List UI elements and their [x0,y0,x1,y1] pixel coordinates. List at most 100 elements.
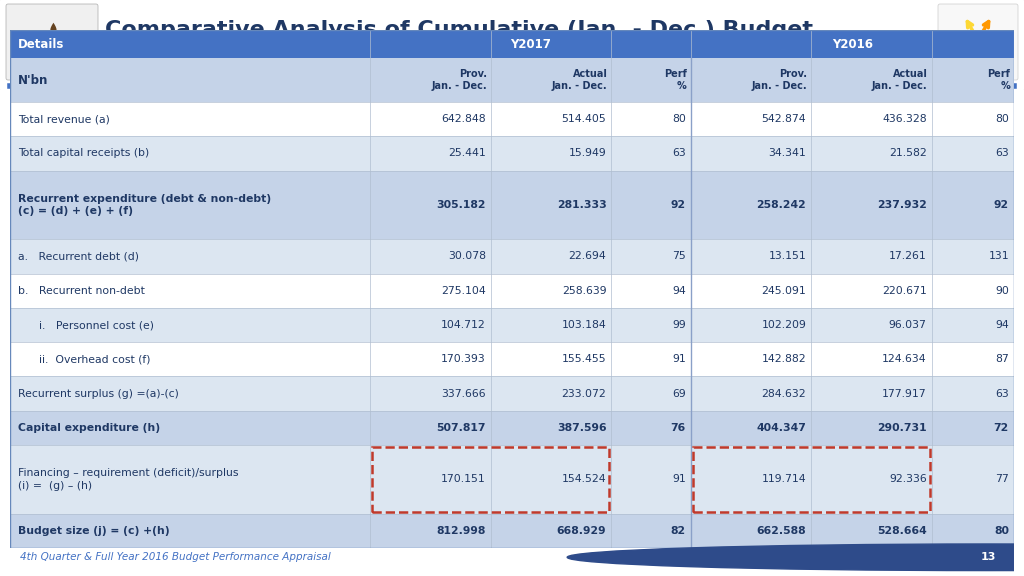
Text: 514.405: 514.405 [561,114,606,124]
Text: 17.261: 17.261 [889,251,927,262]
Text: 22.694: 22.694 [568,251,606,262]
Bar [10,170,1014,239]
FancyBboxPatch shape [938,4,1018,80]
Text: 99: 99 [672,320,686,330]
Text: Y2016: Y2016 [831,37,872,51]
Bar [691,30,1014,58]
Text: 102.209: 102.209 [761,320,806,330]
Text: Details: Details [18,37,65,51]
Text: Recurrent surplus (g) =(a)-(c): Recurrent surplus (g) =(a)-(c) [18,389,179,399]
Text: 96.037: 96.037 [889,320,927,330]
Circle shape [567,544,1024,571]
Text: 92.336: 92.336 [889,475,927,484]
Text: 233.072: 233.072 [561,389,606,399]
Text: Prov.
Jan. - Dec.: Prov. Jan. - Dec. [431,69,486,91]
Text: Y2017: Y2017 [510,37,551,51]
Text: 92: 92 [671,200,686,210]
Text: 281.333: 281.333 [557,200,606,210]
Text: 30.078: 30.078 [447,251,486,262]
Bar [10,137,1014,170]
Text: 131: 131 [988,251,1009,262]
Text: 72: 72 [993,423,1009,433]
Text: 124.634: 124.634 [882,354,927,364]
Text: 104.712: 104.712 [441,320,486,330]
Text: 119.714: 119.714 [762,475,806,484]
Text: 76: 76 [671,423,686,433]
Text: 290.731: 290.731 [877,423,927,433]
Text: 77: 77 [995,475,1009,484]
FancyBboxPatch shape [0,0,1024,91]
Text: Total revenue (a): Total revenue (a) [18,114,110,124]
Bar [10,342,1014,377]
Text: 237.932: 237.932 [877,200,927,210]
Bar [10,274,1014,308]
Text: 258.242: 258.242 [757,200,806,210]
Text: 436.328: 436.328 [882,114,927,124]
Text: 91: 91 [672,354,686,364]
Text: 170.393: 170.393 [441,354,486,364]
Text: 154.524: 154.524 [562,475,606,484]
Text: 13.151: 13.151 [768,251,806,262]
Text: 94: 94 [995,320,1009,330]
Text: 642.848: 642.848 [441,114,486,124]
Text: 21.582: 21.582 [889,149,927,158]
Bar [10,445,1014,514]
Text: 15.949: 15.949 [568,149,606,158]
Bar [371,30,691,58]
Text: 82: 82 [671,526,686,536]
Text: 103.184: 103.184 [561,320,606,330]
Text: 404.347: 404.347 [757,423,806,433]
Text: Total capital receipts (b): Total capital receipts (b) [18,149,150,158]
Bar [10,514,1014,548]
Text: 69: 69 [672,389,686,399]
Text: a.   Recurrent debt (d): a. Recurrent debt (d) [18,251,139,262]
Bar [10,102,1014,137]
Text: 177.917: 177.917 [882,389,927,399]
Text: 528.664: 528.664 [877,526,927,536]
Text: 87: 87 [995,354,1009,364]
Text: 542.874: 542.874 [762,114,806,124]
Text: Actual
Jan. - Dec.: Actual Jan. - Dec. [872,69,928,91]
Text: Financing – requirement (deficit)/surplus
(i) =  (g) – (h): Financing – requirement (deficit)/surplu… [18,468,239,491]
Text: 63: 63 [995,389,1009,399]
Bar [692,447,930,511]
Text: Comparative Analysis of Cumulative (Jan. - Dec.) Budget: Comparative Analysis of Cumulative (Jan.… [105,20,813,40]
Bar [10,308,1014,342]
Text: 662.588: 662.588 [757,526,806,536]
Bar [10,239,1014,274]
Text: 80: 80 [995,114,1009,124]
Bar [10,411,1014,445]
Text: 275.104: 275.104 [441,286,486,295]
FancyBboxPatch shape [6,4,98,80]
Text: 4th Quarter & Full Year 2016 Budget Performance Appraisal: 4th Quarter & Full Year 2016 Budget Perf… [20,552,331,562]
Text: 220.671: 220.671 [882,286,927,295]
Bar [373,447,609,511]
Text: b.   Recurrent non-debt: b. Recurrent non-debt [18,286,145,295]
Text: 94: 94 [672,286,686,295]
Text: 80: 80 [672,114,686,124]
Text: Perf
%: Perf % [664,69,687,91]
Text: 91: 91 [672,475,686,484]
Text: Perf
%: Perf % [987,69,1010,91]
Text: 387.596: 387.596 [557,423,606,433]
Text: 63: 63 [672,149,686,158]
Text: 34.341: 34.341 [768,149,806,158]
Text: 75: 75 [672,251,686,262]
Text: i.   Personnel cost (e): i. Personnel cost (e) [18,320,154,330]
Bar [10,30,371,58]
Text: 63: 63 [995,149,1009,158]
Bar [10,58,1014,102]
Bar [10,377,1014,411]
Text: 13: 13 [981,552,996,562]
Text: 337.666: 337.666 [441,389,486,399]
Text: 668.929: 668.929 [557,526,606,536]
Text: Capital expenditure (h): Capital expenditure (h) [18,423,160,433]
Text: 507.817: 507.817 [436,423,486,433]
Text: Recurrent expenditure (debt & non-debt)
(c) = (d) + (e) + (f): Recurrent expenditure (debt & non-debt) … [18,194,271,216]
Text: 155.455: 155.455 [562,354,606,364]
Text: 305.182: 305.182 [436,200,486,210]
Text: 92: 92 [994,200,1009,210]
Text: 80: 80 [994,526,1009,536]
Text: 284.632: 284.632 [762,389,806,399]
Text: N'bn: N'bn [18,74,48,86]
